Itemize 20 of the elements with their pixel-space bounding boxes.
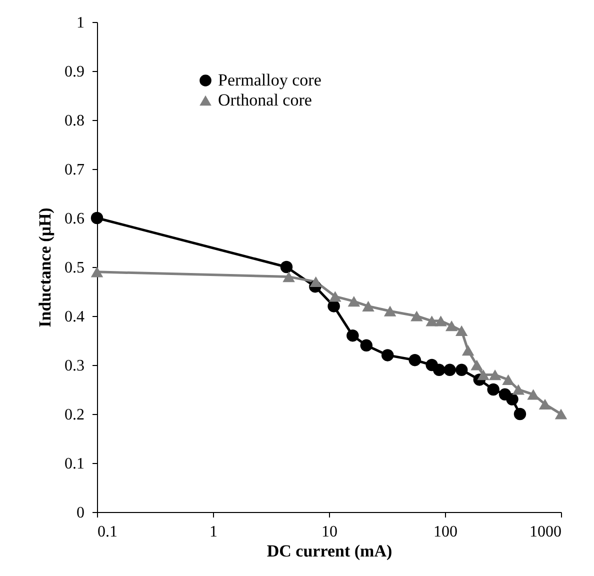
legend-label: Orthonal core — [218, 90, 312, 110]
y-tick-label: 0.5 — [64, 260, 84, 276]
y-tick-label: 0.1 — [64, 456, 84, 472]
y-tick-label: 0.8 — [64, 112, 84, 130]
x-tick-label: 1 — [210, 524, 218, 540]
y-axis-title: Inductance (μH) — [36, 208, 54, 328]
y-tick-label: 0 — [76, 504, 84, 522]
x-tick-label: 1000 — [530, 524, 562, 540]
y-tick-label: 0.2 — [64, 406, 84, 424]
y-tick-label: 1 — [76, 14, 84, 32]
y-tick-label: 0.4 — [64, 308, 84, 326]
x-tick-label: 0.1 — [98, 524, 118, 540]
y-tick-label: 0.3 — [64, 358, 84, 374]
x-tick-label: 100 — [434, 524, 458, 540]
x-tick-label: 10 — [322, 524, 338, 540]
legend-label: Permalloy core — [218, 70, 322, 90]
x-axis-title: DC current (mA) — [266, 542, 392, 560]
y-tick-label: 0.9 — [64, 64, 84, 80]
y-tick-label: 0.7 — [64, 162, 84, 178]
y-tick-label: 0.6 — [64, 210, 84, 228]
